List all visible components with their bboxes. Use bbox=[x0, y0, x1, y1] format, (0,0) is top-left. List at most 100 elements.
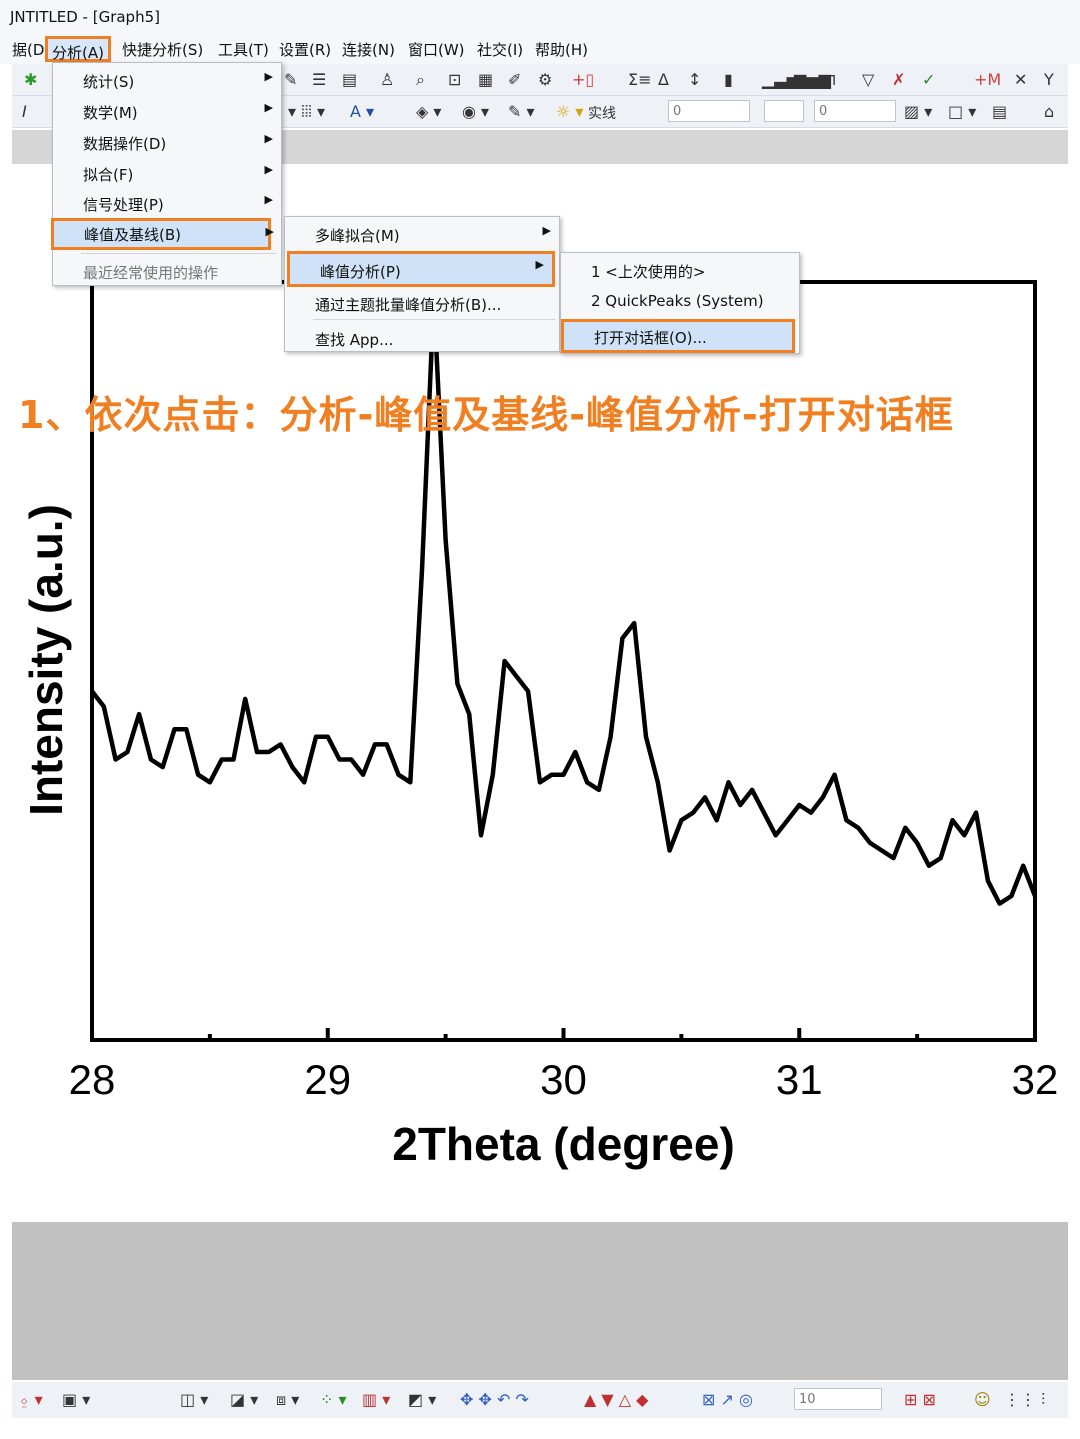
menu-item-last-used[interactable]: 1 <上次使用的> bbox=[561, 256, 799, 284]
menu-connect[interactable]: 连接(N) bbox=[342, 41, 395, 59]
series-line bbox=[90, 294, 1038, 906]
menu-item-quickpeaks[interactable]: 2 QuickPeaks (System) bbox=[561, 287, 799, 315]
menu-data[interactable]: 据(D) bbox=[12, 41, 51, 59]
bars-3d-icon[interactable]: ▥ ▾ bbox=[362, 1390, 391, 1409]
layout-icon[interactable]: ▤ bbox=[992, 102, 1008, 121]
instruction-annotation: 1、依次点击：分析-峰值及基线-峰值分析-打开对话框 bbox=[18, 393, 954, 437]
line-style-select[interactable]: 实线 bbox=[584, 100, 664, 122]
sort-icon[interactable]: ↕ bbox=[688, 70, 702, 89]
cube-icon[interactable]: ⧈ ▾ bbox=[276, 1390, 300, 1409]
menu-item-math[interactable]: 数学(M) ▶ bbox=[53, 97, 281, 125]
italic-icon[interactable]: I bbox=[22, 102, 27, 121]
edit-icon[interactable]: ✐ bbox=[508, 70, 522, 89]
menu-item-batch-peak-analysis[interactable]: 通过主题批量峰值分析(B)... bbox=[285, 289, 559, 317]
home-icon[interactable]: ⌂ bbox=[1044, 102, 1055, 121]
menu-item-signal-processing[interactable]: 信号处理(P) ▶ bbox=[53, 189, 281, 217]
remove-filter-icon[interactable]: ✗ bbox=[892, 70, 906, 89]
zoom-in-icon[interactable]: ⌕ bbox=[416, 70, 425, 89]
line-color-icon[interactable]: ✎ ▾ bbox=[508, 102, 535, 121]
x-tick-label: 31 bbox=[776, 1056, 823, 1103]
window-title: JNTITLED - [Graph5] bbox=[0, 0, 1080, 34]
table-icon[interactable]: ▦ bbox=[478, 70, 494, 89]
menu-tools[interactable]: 工具(T) bbox=[218, 41, 269, 59]
gear-icon[interactable]: ⚙ bbox=[538, 70, 553, 89]
step-icon[interactable]: ⊓ bbox=[824, 70, 837, 89]
menu-item-data-manipulation[interactable]: 数据操作(D) ▶ bbox=[53, 128, 281, 156]
zoom-select[interactable]: 10 bbox=[794, 1388, 882, 1410]
menu-item-statistics-label: 统计(S) bbox=[83, 73, 135, 91]
pen-icon[interactable]: ✎ bbox=[284, 70, 298, 89]
surface-icon[interactable]: ◪ ▾ bbox=[230, 1390, 259, 1409]
menu-item-open-dialog[interactable]: 打开对话框(O)... bbox=[561, 319, 795, 353]
scatter-3d-icon[interactable]: ⁘ ▾ bbox=[320, 1390, 347, 1409]
menu-item-peaks-baseline[interactable]: 峰值及基线(B) ▶ bbox=[51, 218, 274, 250]
layers-icon[interactable]: ☰ bbox=[312, 70, 327, 89]
mask-icon[interactable]: ☺ bbox=[974, 1390, 991, 1409]
width-field-1[interactable]: 0 bbox=[668, 100, 750, 122]
menu-item-batch-peak-analysis-label: 通过主题批量峰值分析(B)... bbox=[315, 296, 502, 314]
menu-item-peak-analysis-label: 峰值分析(P) bbox=[320, 263, 401, 281]
menu-item-fitting[interactable]: 拟合(F) ▶ bbox=[53, 159, 281, 187]
submenu-arrow-icon: ▶ bbox=[264, 70, 273, 83]
analysis-menu: 统计(S) ▶ 数学(M) ▶ 数据操作(D) ▶ 拟合(F) ▶ 信号处理(P) ▶ 峰… bbox=[51, 62, 282, 286]
axis-tools-icon[interactable]: ⋮⋮ ⫶ bbox=[1004, 1390, 1046, 1409]
menu-item-data-manipulation-label: 数据操作(D) bbox=[83, 135, 167, 153]
fit-frame-icon[interactable]: ⊠ ↗ ◎ bbox=[702, 1390, 753, 1409]
filter-icon[interactable]: ▽ bbox=[862, 70, 875, 89]
submenu-arrow-icon: ▶ bbox=[264, 132, 273, 145]
menu-settings[interactable]: 设置(R) bbox=[279, 41, 332, 59]
zoom-data-icon[interactable]: ⊡ bbox=[448, 70, 462, 89]
sum-icon[interactable]: Σ≡ bbox=[628, 70, 652, 89]
close-icon[interactable]: ✕ bbox=[1014, 70, 1028, 89]
zoom-value: 10 bbox=[799, 1392, 816, 1407]
plot-3d-icon[interactable]: ◫ ▾ bbox=[180, 1390, 209, 1409]
menu-quick-analysis[interactable]: 快捷分析(S) bbox=[122, 41, 204, 59]
width-field-2[interactable]: 0 bbox=[814, 100, 896, 122]
x-tick-label: 28 bbox=[69, 1056, 116, 1103]
y-axis-icon[interactable]: Y bbox=[1044, 70, 1054, 89]
menu-item-statistics[interactable]: 统计(S) ▶ bbox=[53, 66, 281, 94]
width-field-2-value: 0 bbox=[819, 104, 828, 119]
rotate-icon[interactable]: ✥ ✥ ↶ ↷ bbox=[460, 1390, 529, 1409]
column-chart-icon[interactable]: ▆▅▆ bbox=[794, 70, 831, 89]
palette-icon[interactable]: ◉ ▾ bbox=[462, 102, 490, 121]
menu-window[interactable]: 窗口(W) bbox=[408, 41, 465, 59]
submenu-arrow-icon: ▶ bbox=[265, 225, 274, 238]
menu-item-find-app-label: 查找 App... bbox=[315, 331, 394, 349]
color-swatch[interactable] bbox=[764, 100, 804, 122]
grid-icon[interactable]: ▤ bbox=[342, 70, 358, 89]
x-tick-label: 32 bbox=[1012, 1056, 1059, 1103]
page-icon[interactable]: ▣ ▾ bbox=[62, 1390, 91, 1409]
grid-toggle-icon[interactable]: ⊞ ⊠ bbox=[904, 1390, 936, 1409]
border-icon[interactable]: □ ▾ bbox=[948, 102, 977, 121]
hierarchy-icon[interactable]: ♙ bbox=[380, 70, 395, 89]
menu-item-quickpeaks-label: 2 QuickPeaks (System) bbox=[591, 292, 764, 310]
stats-icon[interactable]: Δ bbox=[658, 70, 669, 89]
menu-item-open-dialog-label: 打开对话框(O)... bbox=[594, 329, 707, 347]
submenu-arrow-icon: ▶ bbox=[264, 193, 273, 206]
line-style-value: 实线 bbox=[588, 106, 616, 122]
menu-item-math-label: 数学(M) bbox=[83, 104, 138, 122]
set-values-icon[interactable]: ▮ bbox=[724, 70, 733, 89]
pattern-icon[interactable]: ▾ ⦙⦙⦙ ▾ bbox=[288, 102, 325, 121]
menu-item-peak-analysis[interactable]: 峰值分析(P) ▶ bbox=[287, 251, 555, 287]
reapply-filter-icon[interactable]: ✓ bbox=[922, 70, 936, 89]
menu-item-recent[interactable]: 最近经常使用的操作 bbox=[53, 257, 281, 285]
menu-item-multi-peak-fit[interactable]: 多峰拟合(M) ▶ bbox=[285, 220, 559, 248]
font-color-icon[interactable]: A ▾ bbox=[350, 102, 375, 121]
run-icon[interactable]: ✱ bbox=[24, 70, 38, 89]
bar-chart-icon[interactable]: ▁▃▅ bbox=[762, 70, 799, 89]
hatch-icon[interactable]: ▨ ▾ bbox=[904, 102, 933, 121]
add-column-icon[interactable]: +▯ bbox=[572, 70, 595, 89]
fill-icon[interactable]: ◈ ▾ bbox=[416, 102, 442, 121]
object-edit-icon[interactable]: ⍚ ▾ bbox=[20, 1390, 43, 1409]
menu-analysis[interactable]: 分析(A) bbox=[45, 36, 111, 62]
menu-help[interactable]: 帮助(H) bbox=[535, 41, 588, 59]
contour-icon[interactable]: ◩ ▾ bbox=[408, 1390, 437, 1409]
menu-item-find-app[interactable]: 查找 App... bbox=[285, 324, 559, 352]
add-peak-icon[interactable]: +M bbox=[974, 70, 1002, 89]
brightness-icon[interactable]: ☼ ▾ bbox=[556, 102, 584, 121]
menu-item-last-used-label: 1 <上次使用的> bbox=[591, 263, 706, 281]
menu-social[interactable]: 社交(I) bbox=[477, 41, 524, 59]
move-icon[interactable]: ▲ ▼ △ ◆ bbox=[584, 1390, 649, 1409]
